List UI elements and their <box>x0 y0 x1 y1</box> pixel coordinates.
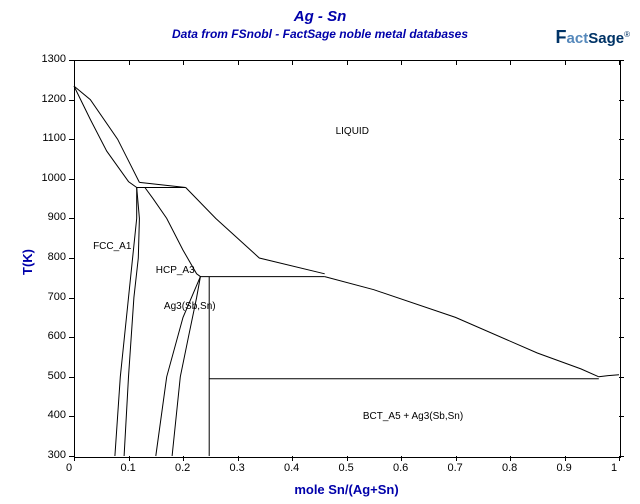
y-tick-label: 400 <box>48 409 66 421</box>
y-tick-label: 1300 <box>42 53 66 65</box>
y-tickmark <box>69 179 74 180</box>
curve-liquidus_left <box>74 86 139 182</box>
curve-liquidus_main <box>186 188 325 274</box>
x-tick-label: 0 <box>66 462 72 474</box>
x-tickmark <box>347 60 348 65</box>
y-tick-label: 1100 <box>42 132 66 144</box>
x-tick-label: 0.7 <box>448 462 463 474</box>
x-tickmark <box>129 60 130 65</box>
x-tick-label: 0.2 <box>175 462 190 474</box>
x-tickmark <box>456 60 457 65</box>
x-tick-label: 1 <box>611 462 617 474</box>
y-tick-label: 1000 <box>42 172 66 184</box>
y-tickmark <box>619 416 624 417</box>
y-tickmark <box>619 377 624 378</box>
phase-label: FCC_A1 <box>93 241 131 252</box>
phase-label: BCT_A5 + Ag3(Sb,Sn) <box>363 411 463 422</box>
x-tickmark <box>183 60 184 65</box>
y-tickmark <box>619 456 624 457</box>
x-tickmark <box>129 456 130 461</box>
phase-label: LIQUID <box>336 126 369 137</box>
y-tick-label: 1200 <box>42 93 66 105</box>
x-tickmark <box>510 60 511 65</box>
x-tick-label: 0.4 <box>284 462 299 474</box>
y-tickmark <box>69 456 74 457</box>
x-tickmark <box>401 60 402 65</box>
x-tickmark <box>456 456 457 461</box>
curve-liq_Ag3_eut <box>325 277 599 377</box>
y-tickmark <box>619 298 624 299</box>
x-tickmark <box>238 60 239 65</box>
x-tickmark <box>510 456 511 461</box>
y-tick-label: 600 <box>48 330 66 342</box>
x-tick-label: 0.5 <box>339 462 354 474</box>
y-tickmark <box>619 179 624 180</box>
x-tick-label: 0.8 <box>502 462 517 474</box>
curve-liq_Sn_end <box>599 375 619 377</box>
x-tickmark <box>565 456 566 461</box>
x-tickmark <box>565 60 566 65</box>
y-tickmark <box>619 139 624 140</box>
y-tickmark <box>69 416 74 417</box>
y-tickmark <box>69 218 74 219</box>
y-tickmark <box>619 337 624 338</box>
y-tickmark <box>619 258 624 259</box>
x-tickmark <box>347 456 348 461</box>
y-tick-label: 700 <box>48 291 66 303</box>
phase-label: Ag3(Sb,Sn) <box>164 301 216 312</box>
curve-liquidus_right <box>139 182 185 187</box>
x-tick-label: 0.6 <box>393 462 408 474</box>
y-tickmark <box>69 377 74 378</box>
y-tickmark <box>619 218 624 219</box>
y-tickmark <box>619 60 624 61</box>
x-tick-label: 0.3 <box>230 462 245 474</box>
x-tickmark <box>292 456 293 461</box>
y-tickmark <box>69 258 74 259</box>
y-tick-label: 500 <box>48 370 66 382</box>
y-tickmark <box>69 60 74 61</box>
x-tickmark <box>401 456 402 461</box>
x-tick-label: 0.1 <box>121 462 136 474</box>
y-tickmark <box>69 139 74 140</box>
x-tick-label: 0.9 <box>557 462 572 474</box>
x-tickmark <box>74 456 75 461</box>
phase-label: HCP_A3 <box>156 265 195 276</box>
x-tickmark <box>292 60 293 65</box>
x-tickmark <box>74 60 75 65</box>
x-tickmark <box>238 456 239 461</box>
y-tick-label: 900 <box>48 211 66 223</box>
y-tickmark <box>69 298 74 299</box>
y-tick-label: 800 <box>48 251 66 263</box>
y-tick-label: 300 <box>48 449 66 461</box>
y-tickmark <box>619 100 624 101</box>
y-tickmark <box>69 337 74 338</box>
x-tickmark <box>183 456 184 461</box>
y-tickmark <box>69 100 74 101</box>
